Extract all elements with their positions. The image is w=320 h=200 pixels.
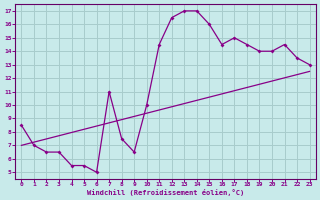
X-axis label: Windchill (Refroidissement éolien,°C): Windchill (Refroidissement éolien,°C) — [87, 189, 244, 196]
